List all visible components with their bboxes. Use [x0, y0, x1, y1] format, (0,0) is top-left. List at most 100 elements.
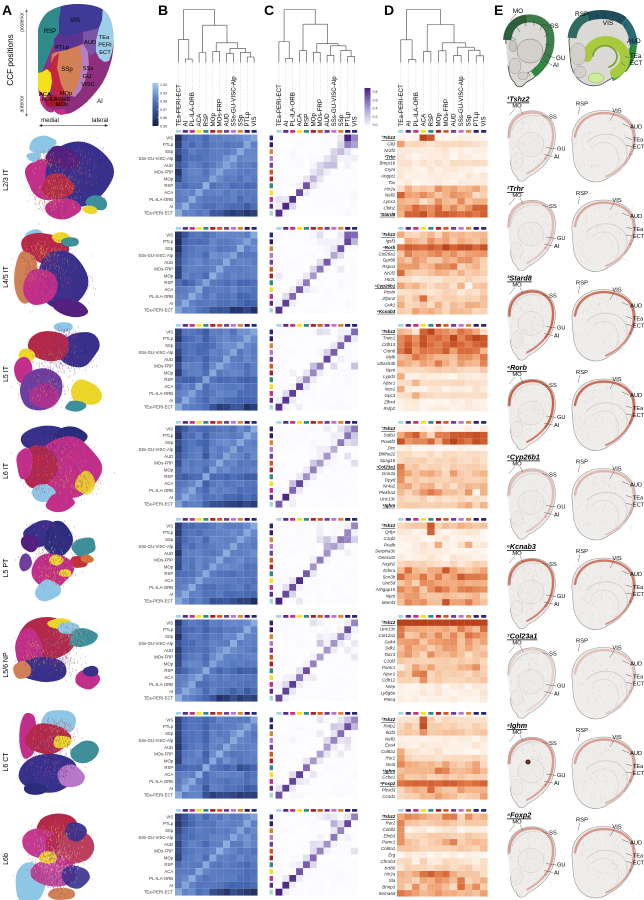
svg-text:Ccnd1: Ccnd1 — [382, 794, 396, 799]
svg-text:SSs-GU-VISC-Alp: SSs-GU-VISC-Alp — [138, 350, 173, 355]
svg-text:AUD: AUD — [84, 40, 96, 46]
svg-text:SSs-GU-VISC-Alp: SSs-GU-VISC-Alp — [138, 835, 173, 840]
svg-text:SSp: SSp — [165, 828, 174, 833]
svg-text:B: B — [158, 2, 168, 18]
svg-text:PL-ILA-ORB: PL-ILA-ORB — [149, 779, 173, 784]
svg-text:Tacr3: Tacr3 — [384, 652, 396, 657]
svg-text:C1ql2: C1ql2 — [384, 536, 396, 541]
svg-text:L6 IT: L6 IT — [3, 462, 10, 479]
svg-text:GU: GU — [557, 684, 565, 690]
svg-text:Mylk: Mylk — [386, 355, 396, 360]
svg-text:PTLp: PTLp — [163, 627, 174, 632]
svg-text:MOs-FRP: MOs-FRP — [154, 655, 173, 660]
svg-text:ACA: ACA — [164, 869, 173, 874]
svg-text:RSP: RSP — [576, 281, 588, 287]
svg-text:¹Tshz2: ¹Tshz2 — [381, 717, 396, 722]
svg-text:TEa: TEa — [633, 317, 644, 323]
svg-text:AI: AI — [554, 781, 560, 787]
svg-text:SS: SS — [549, 473, 557, 479]
svg-text:Unc13c: Unc13c — [380, 627, 396, 632]
svg-text:PL-ILA-ORB: PL-ILA-ORB — [149, 294, 173, 299]
svg-text:AI: AI — [169, 398, 173, 403]
svg-text:MO: MO — [512, 283, 522, 289]
svg-text:SSp: SSp — [165, 537, 174, 542]
svg-text:TEa: TEa — [633, 496, 644, 502]
svg-text:AI: AI — [554, 423, 560, 429]
svg-text:Gpr88: Gpr88 — [383, 258, 396, 263]
svg-text:VIS: VIS — [612, 735, 621, 741]
svg-text:MO: MO — [512, 193, 522, 199]
svg-text:TEa-PERI-ECT: TEa-PERI-ECT — [144, 696, 174, 701]
svg-text:Unc13c: Unc13c — [380, 496, 396, 501]
svg-text:VIS: VIS — [70, 18, 80, 24]
svg-text:⁹Foxp2: ⁹Foxp2 — [507, 811, 531, 820]
svg-text:RSP: RSP — [164, 377, 173, 382]
svg-text:PL-ILA-ORB: PL-ILA-ORB — [149, 197, 173, 202]
svg-text:MO: MO — [512, 820, 522, 826]
svg-text:RSP: RSP — [164, 765, 173, 770]
svg-text:Npnt: Npnt — [386, 593, 396, 598]
svg-text:AUD: AUD — [451, 113, 458, 127]
svg-text:Cobll1: Cobll1 — [383, 827, 396, 832]
svg-text:SSs-GU-VISC-Alp: SSs-GU-VISC-Alp — [230, 76, 237, 127]
svg-text:MO: MO — [512, 551, 522, 557]
svg-text:AI: AI — [169, 786, 173, 791]
svg-text:AI: AI — [554, 602, 560, 608]
svg-text:Nell1: Nell1 — [385, 736, 396, 741]
svg-text:TEa: TEa — [633, 227, 644, 233]
svg-text:anterior: anterior — [20, 95, 26, 112]
svg-text:Npsr1: Npsr1 — [383, 671, 396, 676]
svg-text:Onecut2: Onecut2 — [378, 555, 396, 560]
svg-text:TEa: TEa — [633, 854, 644, 860]
svg-text:RSP: RSP — [164, 183, 173, 188]
svg-text:Prkcq: Prkcq — [384, 697, 396, 702]
svg-text:RSP: RSP — [576, 460, 588, 466]
svg-text:Unc5d: Unc5d — [382, 581, 396, 586]
svg-text:MOp: MOp — [164, 176, 174, 181]
svg-text:PL-ILA-ORB: PL-ILA-ORB — [149, 682, 173, 687]
svg-text:PL-ILA-ORB: PL-ILA-ORB — [149, 391, 173, 396]
svg-text:TEa-PERI-ECT: TEa-PERI-ECT — [144, 211, 174, 216]
svg-text:⁸Ighm: ⁸Ighm — [383, 503, 396, 508]
svg-text:RSP: RSP — [576, 639, 588, 645]
svg-text:AUD: AUD — [630, 751, 642, 757]
svg-text:Scn3b: Scn3b — [383, 574, 396, 579]
svg-text:ACA: ACA — [297, 113, 304, 127]
svg-text:¹Tshz2: ¹Tshz2 — [381, 523, 396, 528]
svg-text:GU: GU — [557, 594, 565, 600]
svg-text:Erg: Erg — [388, 853, 396, 858]
svg-text:AI: AI — [405, 120, 412, 126]
svg-text:TEa: TEa — [630, 53, 642, 60]
svg-text:GU: GU — [557, 236, 565, 242]
svg-text:Brinp3: Brinp3 — [382, 884, 396, 889]
svg-text:Nos1: Nos1 — [385, 387, 396, 392]
svg-text:AI: AI — [554, 692, 560, 698]
svg-text:AUD: AUD — [224, 113, 231, 127]
svg-text:VIS: VIS — [612, 646, 621, 652]
svg-text:RSP: RSP — [576, 549, 588, 555]
svg-text:¹Tshz2: ¹Tshz2 — [381, 329, 396, 334]
svg-text:Satb1: Satb1 — [384, 433, 396, 438]
svg-text:SSp: SSp — [165, 440, 174, 445]
svg-text:SSs-GU-VISC-Alp: SSs-GU-VISC-Alp — [138, 156, 173, 161]
svg-text:Tox: Tox — [388, 180, 396, 185]
svg-text:⁵Cyp26b1: ⁵Cyp26b1 — [507, 453, 540, 462]
svg-text:ACA: ACA — [420, 113, 427, 127]
svg-text:Htr2a: Htr2a — [384, 186, 396, 191]
svg-text:GU: GU — [557, 326, 565, 332]
svg-text:Dpyd: Dpyd — [385, 477, 396, 482]
svg-text:TEa: TEa — [633, 406, 644, 412]
svg-text:Rxfp2: Rxfp2 — [384, 406, 396, 411]
svg-text:VIS: VIS — [612, 377, 621, 383]
svg-text:VIS: VIS — [166, 620, 173, 625]
svg-text:0.99: 0.99 — [160, 91, 167, 95]
svg-text:ACA: ACA — [164, 190, 173, 195]
svg-text:ECT: ECT — [99, 50, 111, 56]
svg-text:SS: SS — [549, 383, 557, 389]
svg-text:E: E — [494, 2, 503, 18]
svg-text:AUD: AUD — [630, 483, 642, 489]
svg-text:AUD: AUD — [630, 572, 642, 578]
svg-text:MOp: MOp — [164, 564, 174, 569]
svg-text:VIS: VIS — [481, 117, 488, 127]
svg-text:RSP: RSP — [164, 474, 173, 479]
